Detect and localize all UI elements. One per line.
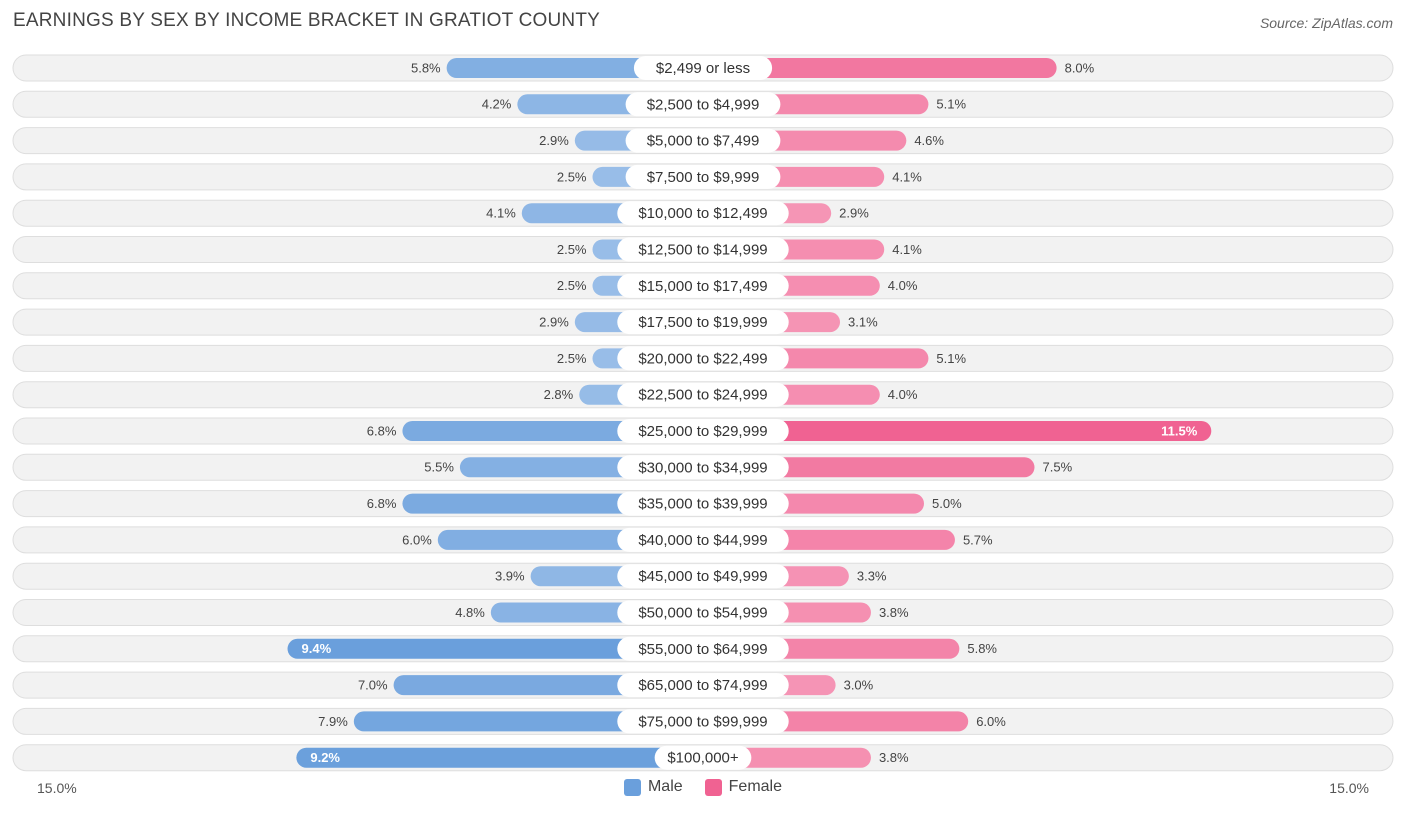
category-pill xyxy=(617,237,789,262)
value-label-female: 5.8% xyxy=(967,641,997,656)
value-label-male: 9.2% xyxy=(310,750,340,765)
category-label: $20,000 to $22,499 xyxy=(638,350,767,367)
value-label-female: 7.5% xyxy=(1043,460,1073,475)
value-label-male: 6.8% xyxy=(367,423,397,438)
category-pill xyxy=(617,564,789,589)
category-pill xyxy=(617,346,789,371)
bar-female xyxy=(703,421,1212,441)
category-pill xyxy=(617,310,789,335)
value-label-female: 4.0% xyxy=(888,387,918,402)
value-label-male: 3.9% xyxy=(495,569,525,584)
category-pill xyxy=(617,636,789,661)
value-label-female: 2.9% xyxy=(839,206,869,221)
value-label-male: 2.9% xyxy=(539,133,569,148)
value-label-male: 2.5% xyxy=(557,242,587,257)
value-label-male: 2.5% xyxy=(557,278,587,293)
category-label: $35,000 to $39,999 xyxy=(638,496,767,513)
category-pill xyxy=(625,164,781,189)
legend-swatch-female xyxy=(704,778,722,796)
category-pill xyxy=(633,56,773,80)
category-label: $100,000+ xyxy=(667,750,739,767)
category-label: $65,000 to $74,999 xyxy=(638,677,767,694)
value-label-female: 5.1% xyxy=(936,351,966,366)
value-label-male: 7.0% xyxy=(358,678,388,693)
bar-male xyxy=(287,638,703,659)
category-pill xyxy=(617,382,789,407)
category-pill xyxy=(617,673,789,698)
bar-female xyxy=(703,58,1057,78)
category-label: $10,000 to $12,499 xyxy=(638,205,767,222)
category-pill xyxy=(654,745,752,770)
category-label: $15,000 to $17,499 xyxy=(638,278,767,295)
value-label-female: 4.1% xyxy=(892,169,922,184)
legend-swatch-male xyxy=(623,778,641,796)
value-label-female: 3.0% xyxy=(844,678,874,693)
category-pill xyxy=(617,709,789,734)
value-label-male: 4.2% xyxy=(482,97,512,112)
legend-label-male: Male xyxy=(647,778,683,795)
category-label: $25,000 to $29,999 xyxy=(638,423,767,440)
category-pill xyxy=(617,600,789,625)
category-pill xyxy=(617,201,789,226)
source-credit: Source: ZipAtlas.com xyxy=(1259,15,1393,31)
legend-item-male[interactable]: Male xyxy=(623,778,683,796)
bar-male xyxy=(296,747,703,768)
category-label: $45,000 to $49,999 xyxy=(638,568,767,585)
value-label-male: 4.8% xyxy=(455,605,485,620)
value-label-male: 6.8% xyxy=(367,496,397,511)
category-label: $7,500 to $9,999 xyxy=(647,169,760,186)
chart-title: EARNINGS BY SEX BY INCOME BRACKET IN GRA… xyxy=(13,10,601,31)
value-label-male: 9.4% xyxy=(302,641,332,656)
category-label: $2,500 to $4,999 xyxy=(647,96,760,113)
value-label-female: 6.0% xyxy=(976,714,1006,729)
category-pill xyxy=(617,273,789,298)
value-label-male: 7.9% xyxy=(318,714,348,729)
category-label: $30,000 to $34,999 xyxy=(638,459,767,476)
category-pill xyxy=(617,455,789,480)
value-label-female: 3.3% xyxy=(857,569,887,584)
value-label-male: 2.8% xyxy=(544,387,574,402)
category-pill xyxy=(617,491,789,516)
value-label-female: 5.1% xyxy=(936,97,966,112)
value-label-female: 3.8% xyxy=(879,750,909,765)
category-label: $40,000 to $44,999 xyxy=(638,532,767,549)
category-label: $2,499 or less xyxy=(656,60,750,77)
category-label: $17,500 to $19,999 xyxy=(638,314,767,331)
value-label-male: 5.5% xyxy=(424,460,454,475)
category-label: $5,000 to $7,499 xyxy=(647,133,760,150)
value-label-female: 5.7% xyxy=(963,532,993,547)
bar-male xyxy=(353,711,703,732)
axis-right-label: 15.0% xyxy=(1329,780,1369,796)
category-label: $50,000 to $54,999 xyxy=(638,604,767,621)
value-label-female: 5.0% xyxy=(932,496,962,511)
category-label: $55,000 to $64,999 xyxy=(638,641,767,658)
value-label-male: 5.8% xyxy=(411,60,441,75)
value-label-female: 8.0% xyxy=(1065,60,1095,75)
category-pill xyxy=(625,128,781,153)
category-label: $12,500 to $14,999 xyxy=(638,241,767,258)
value-label-male: 2.5% xyxy=(557,169,587,184)
category-pill xyxy=(617,419,789,443)
axis-left-label: 15.0% xyxy=(37,780,77,796)
legend-label-female: Female xyxy=(728,778,783,795)
value-label-male: 6.0% xyxy=(402,532,432,547)
value-label-female: 3.8% xyxy=(879,605,909,620)
legend-item-female[interactable]: Female xyxy=(704,778,783,796)
value-label-male: 2.9% xyxy=(539,315,569,330)
category-pill xyxy=(617,527,789,552)
value-label-female: 3.1% xyxy=(848,315,878,330)
value-label-female: 11.5% xyxy=(1161,423,1198,438)
value-label-female: 4.0% xyxy=(888,278,918,293)
value-label-female: 4.1% xyxy=(892,242,922,257)
value-label-male: 4.1% xyxy=(486,206,516,221)
legend: Male Female xyxy=(0,778,1406,796)
category-pill xyxy=(625,92,781,117)
value-label-male: 2.5% xyxy=(557,351,587,366)
value-label-female: 4.6% xyxy=(914,133,944,148)
category-label: $22,500 to $24,999 xyxy=(638,387,767,404)
category-label: $75,000 to $99,999 xyxy=(638,713,767,730)
